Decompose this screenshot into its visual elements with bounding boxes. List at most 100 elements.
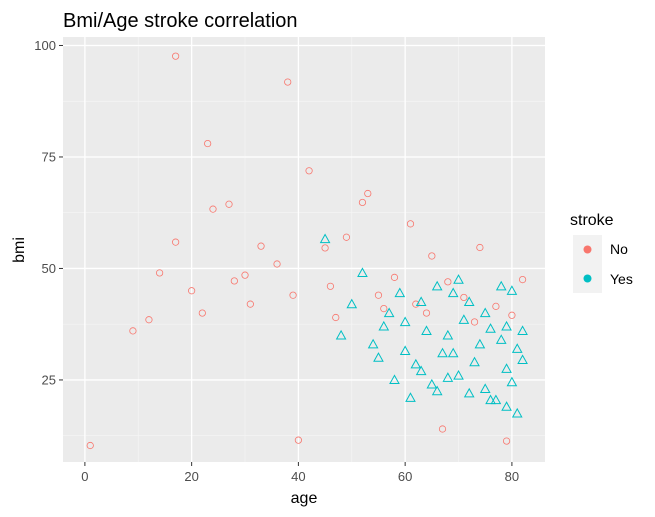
data-point-yes <box>415 365 427 376</box>
data-point-yes <box>501 320 512 331</box>
data-point-no <box>470 318 479 326</box>
data-point-yes <box>517 354 528 364</box>
y-axis-ticks: 25 50 75 100 <box>34 38 63 387</box>
legend: stroke No Yes <box>570 212 633 293</box>
data-point-no <box>492 302 500 310</box>
data-point-yes <box>426 378 438 389</box>
data-point-yes <box>517 325 528 335</box>
data-point-yes <box>335 329 347 340</box>
data-point-yes <box>463 387 475 398</box>
data-point-yes <box>511 343 523 353</box>
data-point-no <box>438 425 447 433</box>
data-point-yes <box>442 329 454 340</box>
data-point-no <box>332 313 340 322</box>
x-axis-title: age <box>291 490 318 507</box>
x-tick-label: 0 <box>81 469 88 484</box>
series-yes-points <box>319 233 528 418</box>
data-point-no <box>273 260 281 268</box>
data-point-yes <box>469 356 480 367</box>
data-point-no <box>230 277 238 285</box>
data-point-yes <box>399 316 411 327</box>
data-point-yes <box>485 394 496 405</box>
data-point-yes <box>453 369 464 380</box>
data-point-no <box>246 300 254 308</box>
legend-swatch-no <box>583 245 592 254</box>
data-point-yes <box>389 374 400 385</box>
data-point-yes <box>501 363 512 373</box>
data-point-yes <box>437 347 448 358</box>
data-point-no <box>294 436 302 444</box>
data-point-yes <box>421 325 432 335</box>
data-point-no <box>518 276 527 284</box>
data-point-yes <box>495 280 507 291</box>
y-axis-title: bmi <box>11 237 28 263</box>
data-point-yes <box>383 307 395 318</box>
data-point-yes <box>447 347 459 358</box>
major-gridlines <box>63 37 545 462</box>
chart-title: Bmi/Age stroke correlation <box>63 10 298 32</box>
y-tick-label: 50 <box>42 261 56 276</box>
data-point-no <box>289 291 297 299</box>
data-point-no <box>508 311 516 319</box>
data-point-yes <box>463 296 475 307</box>
data-point-yes <box>431 385 443 396</box>
legend-swatch-yes <box>583 274 592 283</box>
data-point-yes <box>506 285 518 295</box>
data-point-yes <box>394 287 406 298</box>
data-point-no <box>129 327 137 335</box>
legend-title: stroke <box>570 212 614 229</box>
data-point-yes <box>495 334 507 344</box>
data-point-yes <box>474 338 486 349</box>
x-tick-label: 80 <box>505 469 519 484</box>
data-point-yes <box>453 274 464 284</box>
y-tick-label: 100 <box>34 38 56 53</box>
data-point-yes <box>479 383 491 393</box>
data-point-yes <box>357 267 368 278</box>
data-point-yes <box>367 338 379 349</box>
data-point-no <box>390 273 399 281</box>
data-point-yes <box>410 358 422 369</box>
y-tick-label: 25 <box>42 372 56 387</box>
data-point-no <box>422 309 431 317</box>
data-point-no <box>460 293 468 302</box>
x-tick-label: 40 <box>291 469 305 484</box>
data-point-yes <box>479 307 491 318</box>
data-point-yes <box>319 233 331 244</box>
data-point-no <box>204 139 212 148</box>
x-tick-label: 20 <box>184 469 198 484</box>
data-point-no <box>444 278 452 286</box>
data-point-no <box>321 244 329 252</box>
data-point-no <box>188 287 196 295</box>
data-point-no <box>172 238 180 246</box>
data-point-yes <box>346 298 358 309</box>
data-point-no <box>145 316 153 324</box>
data-point-yes <box>378 320 390 331</box>
data-point-yes <box>405 392 416 402</box>
legend-label-yes: Yes <box>610 271 633 287</box>
legend-label-no: No <box>610 241 628 257</box>
data-point-yes <box>442 372 454 382</box>
data-point-no <box>342 233 351 241</box>
data-point-no <box>284 78 292 86</box>
data-point-no <box>380 304 388 313</box>
data-point-no <box>364 189 372 198</box>
data-point-no <box>257 242 265 250</box>
data-point-yes <box>415 296 427 307</box>
data-point-no <box>358 198 367 207</box>
data-point-yes <box>490 394 502 405</box>
data-point-no <box>374 291 383 299</box>
data-point-no <box>406 220 415 228</box>
x-tick-label: 60 <box>398 469 412 484</box>
minor-gridlines <box>63 37 545 462</box>
data-point-no <box>502 437 511 445</box>
data-point-yes <box>506 376 518 387</box>
data-point-no <box>428 252 436 260</box>
data-point-no <box>225 200 233 208</box>
data-point-no <box>326 282 335 290</box>
y-tick-label: 75 <box>42 149 56 164</box>
data-point-no <box>156 269 164 277</box>
x-axis-ticks: 0 20 40 60 80 <box>81 462 519 484</box>
data-point-no <box>172 52 180 60</box>
data-point-yes <box>501 401 512 411</box>
series-no-points <box>86 52 527 450</box>
